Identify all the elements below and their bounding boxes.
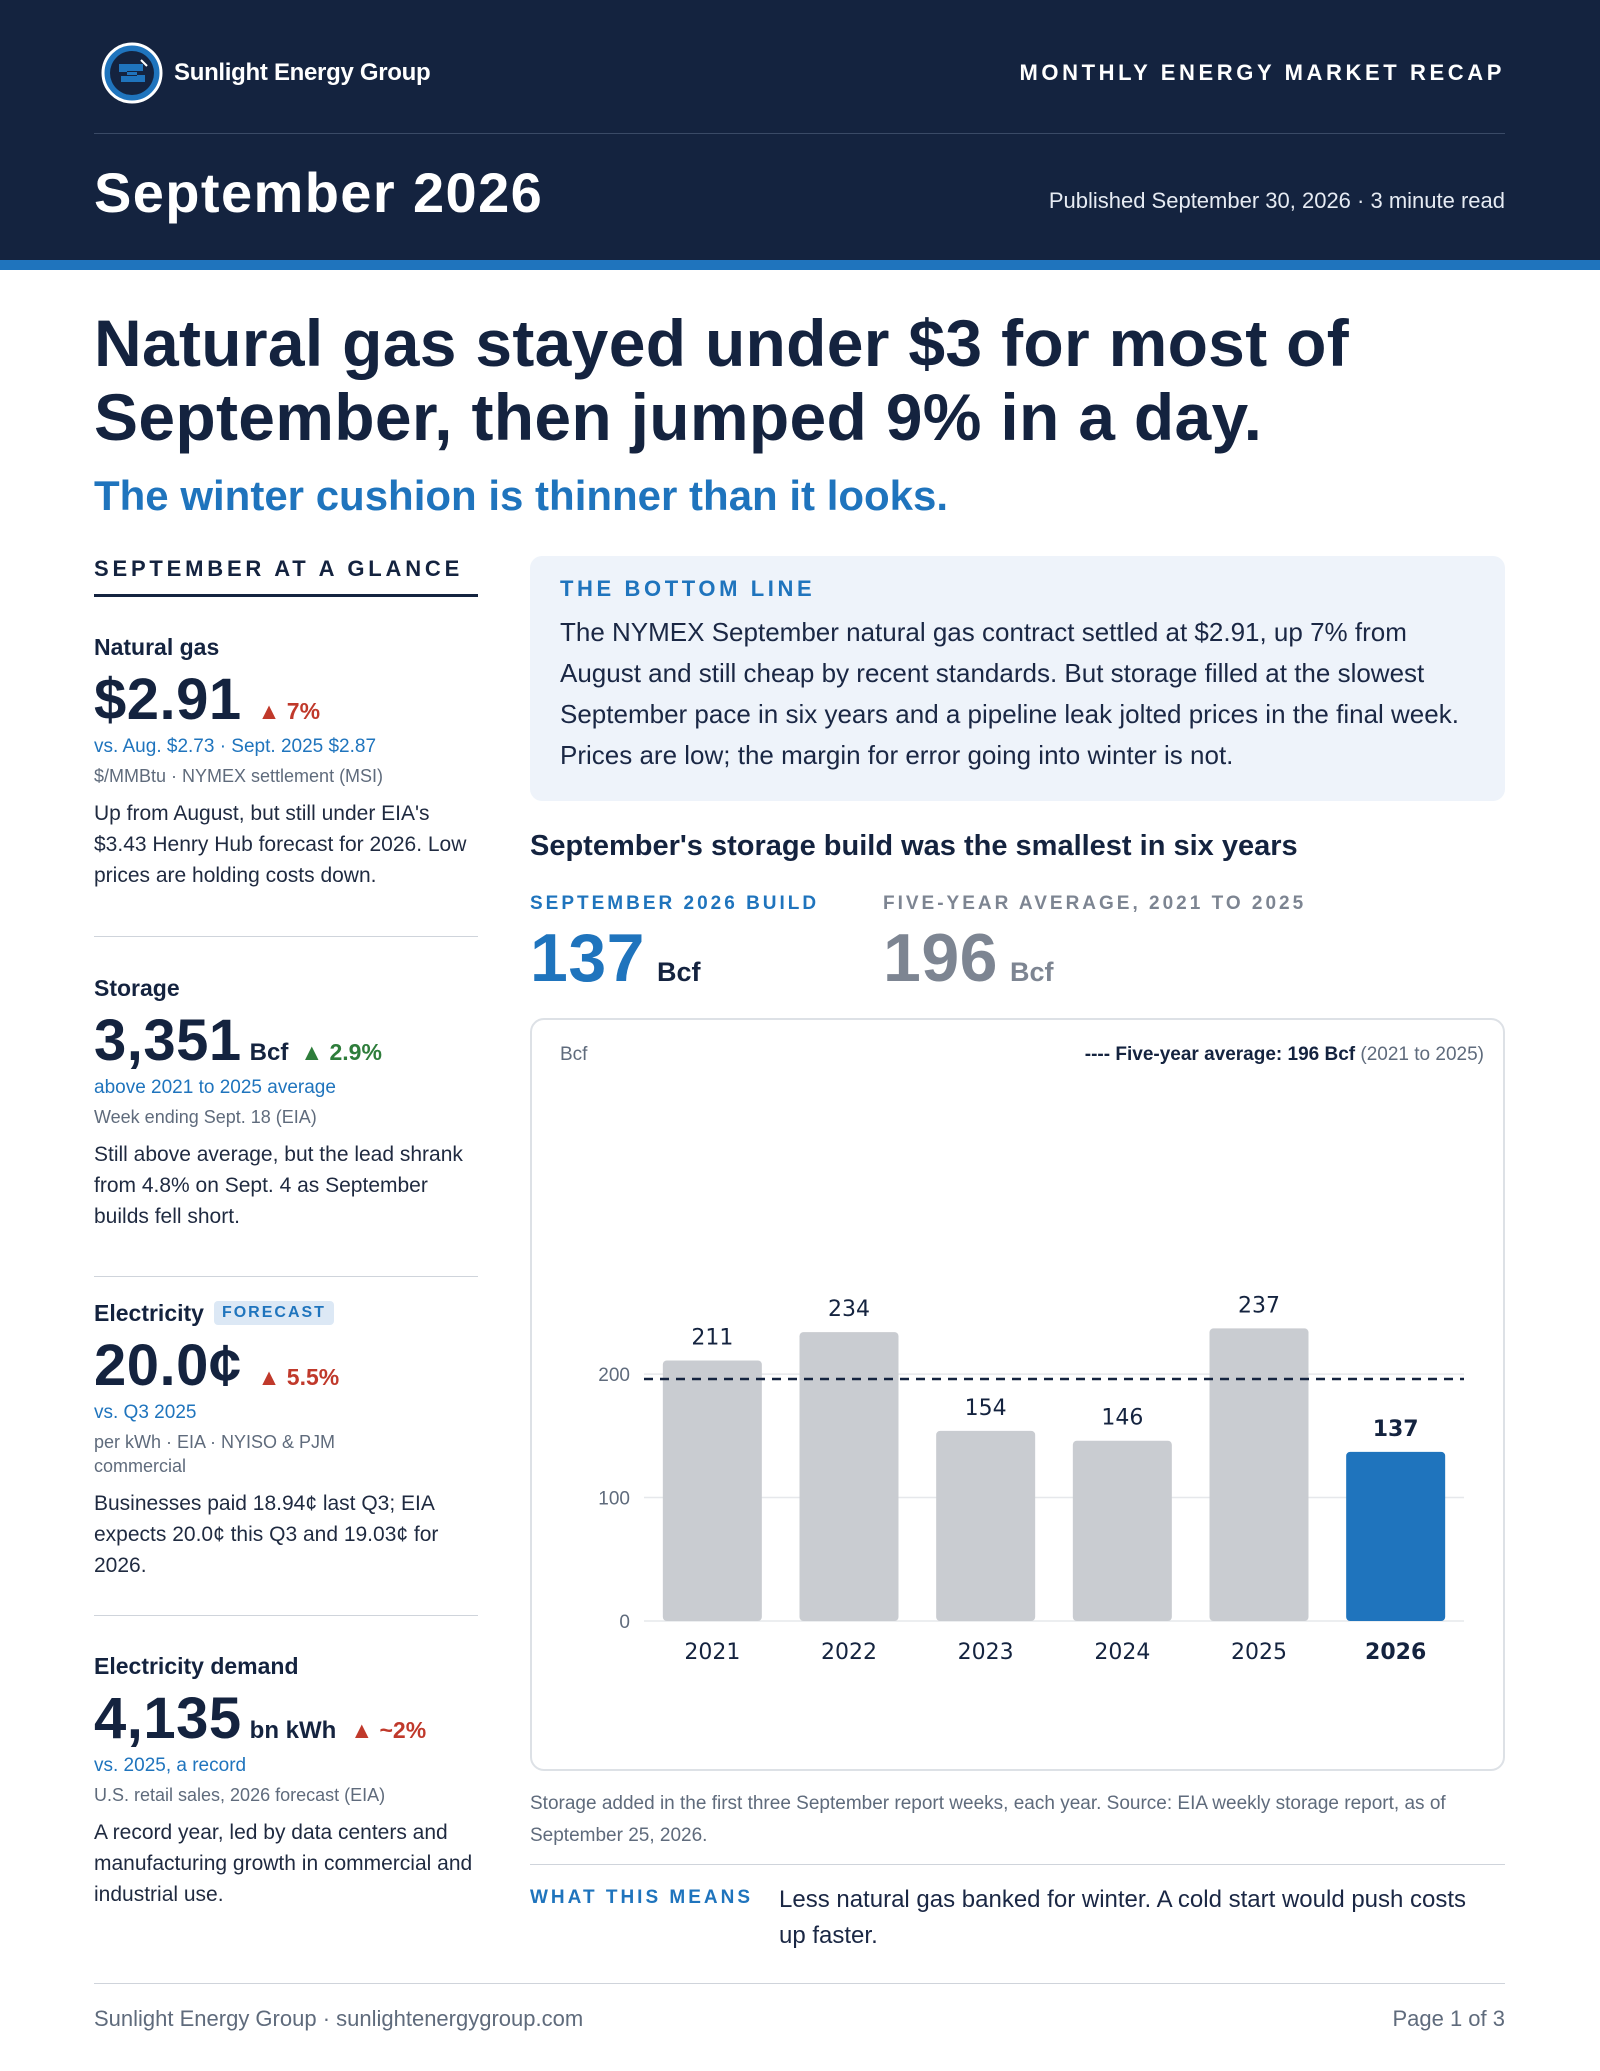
metric-label: Electricity (94, 1299, 204, 1326)
footer-site[interactable]: Sunlight Energy Group · sunlightenergygr… (94, 2006, 584, 2031)
data-label-2021: 211 (691, 1325, 733, 1350)
brand-logo-icon (101, 42, 163, 104)
page-headline: Natural gas stayed under $3 for most of … (94, 306, 1350, 454)
report-kicker: MONTHLY ENERGY MARKET RECAP (1019, 60, 1505, 85)
metric-label: Natural gas (94, 633, 220, 660)
bar-2021 (662, 1360, 762, 1621)
bar-2023 (936, 1430, 1036, 1621)
bar-2022 (799, 1332, 899, 1621)
bottom-line-title: THE BOTTOM LINE (560, 576, 816, 601)
reference-legend: ---- Five-year average: 196 Bcf (2021 to… (1085, 1044, 1484, 1065)
storage-bar-chart: Bcf 0 100 200 211 2021 234 2022 154 2023 146 2024 23… (560, 1044, 1484, 1665)
means-label: WHAT THIS MEANS (530, 1887, 754, 1908)
bar-2025 (1209, 1328, 1309, 1621)
metric-value: 4,135 (94, 1686, 242, 1751)
metric-unit: Bcf (249, 1039, 289, 1066)
metric-divider (94, 936, 478, 937)
x-tick-label-2024: 2024 (1094, 1640, 1150, 1665)
x-tick-label-2026: 2026 (1365, 1640, 1426, 1665)
metric-source: U.S. retail sales, 2026 forecast (EIA) (94, 1785, 386, 1805)
metric-change: ▲ 2.9% (300, 1039, 382, 1065)
x-tick-label-2021: 2021 (684, 1640, 740, 1665)
stat-current-build: SEPTEMBER 2026 BUILD 137 Bcf (530, 893, 819, 997)
brand-name: Sunlight Energy Group (174, 59, 431, 86)
y-axis-label: Bcf (560, 1044, 588, 1065)
metric-change: ▲ 5.5% (257, 1364, 340, 1390)
stat-unit: Bcf (656, 957, 701, 987)
data-label-2024: 146 (1101, 1406, 1143, 1431)
metric-compare: above 2021 to 2025 average (94, 1077, 336, 1098)
data-label-2023: 154 (965, 1396, 1007, 1421)
metric-electricity-demand: Electricity demand 4,135 bn kWh ▲ ~2% vs… (94, 1651, 478, 1910)
storage-chart-card: Bcf 0 100 200 211 2021 234 2022 154 2023 146 2024 23… (530, 1018, 1505, 1771)
data-label-2025: 237 (1238, 1293, 1280, 1318)
metric-note: Still above average, but the lead shrank… (94, 1143, 463, 1228)
x-tick-label-2025: 2025 (1231, 1640, 1287, 1665)
metric-source: per kWh · EIA · NYISO & PJM commercial (94, 1432, 336, 1476)
metric-value: $2.91 (94, 667, 242, 732)
y-tick-label: 200 (598, 1365, 630, 1386)
y-tick-label: 0 (619, 1612, 630, 1633)
header-divider (94, 133, 1505, 134)
metric-note: A record year, led by data centers and m… (94, 1821, 473, 1906)
metric-divider (94, 1276, 478, 1277)
metric-label: Storage (94, 974, 180, 1001)
glance-title: SEPTEMBER AT A GLANCE (94, 556, 464, 581)
metric-change: ▲ ~2% (350, 1717, 427, 1743)
metric-source: Week ending Sept. 18 (EIA) (94, 1107, 317, 1127)
metric-storage: Storage 3,351 Bcf ▲ 2.9% above 2021 to 2… (94, 973, 478, 1232)
metric-label-row: Electricity FORECAST (94, 1298, 478, 1328)
metric-source: $/MMBtu · NYMEX settlement (MSI) (94, 766, 384, 786)
metric-change: ▲ 7% (257, 698, 321, 724)
page-number: Page 1 of 3 (1392, 2006, 1505, 2031)
metric-divider (94, 1615, 478, 1616)
data-label-2026: 137 (1373, 1417, 1419, 1442)
chart-title: September's storage build was the smalle… (530, 830, 1298, 862)
issue-title: September 2026 (94, 161, 544, 224)
published-date: Published September 30, 2026 · 3 minute … (1048, 188, 1505, 213)
metric-natural-gas: Natural gas $2.91 ▲ 7% vs. Aug. $2.73 · … (94, 632, 478, 891)
metric-compare: vs. Aug. $2.73 · Sept. 2025 $2.87 (94, 736, 377, 757)
stat-value: 196 (883, 920, 998, 996)
brand[interactable]: Sunlight Energy Group (101, 42, 431, 104)
y-tick-label: 100 (598, 1489, 630, 1510)
bar-2024 (1072, 1440, 1172, 1621)
data-label-2022: 234 (828, 1297, 870, 1322)
stat-label: FIVE-YEAR AVERAGE, 2021 TO 2025 (883, 893, 1307, 914)
stat-label: SEPTEMBER 2026 BUILD (530, 893, 820, 914)
glance-divider (94, 594, 478, 597)
metric-value: 20.0¢ (94, 1333, 242, 1398)
bottom-line-box: THE BOTTOM LINE The NYMEX September natu… (530, 556, 1505, 801)
metric-note: Businesses paid 18.94¢ last Q3; EIA expe… (94, 1492, 439, 1577)
report-header (0, 0, 1600, 260)
x-tick-label-2022: 2022 (821, 1640, 877, 1665)
metric-value: 3,351 (94, 1008, 242, 1073)
metric-label: Electricity demand (94, 1652, 299, 1679)
header-accent-stripe (0, 260, 1600, 270)
metric-note: Up from August, but still under EIA's $3… (94, 802, 467, 887)
metric-unit: bn kWh (249, 1717, 337, 1744)
x-tick-label-2023: 2023 (958, 1640, 1014, 1665)
metric-compare: vs. 2025, a record (94, 1755, 247, 1776)
metric-electricity: Electricity FORECAST 20.0¢ ▲ 5.5% vs. Q3… (94, 1298, 478, 1581)
metric-compare: vs. Q3 2025 (94, 1402, 197, 1423)
bottom-line-text: The NYMEX September natural gas contract… (560, 617, 1459, 770)
means-text: Less natural gas banked for winter. A co… (779, 1886, 1467, 1949)
stat-five-year-average: FIVE-YEAR AVERAGE, 2021 TO 2025 196 Bcf (883, 893, 1306, 997)
bar-2026 (1346, 1451, 1446, 1621)
chart-caption: Storage added in the first three Septemb… (530, 1793, 1446, 1846)
means-divider (530, 1864, 1505, 1865)
stat-unit: Bcf (1009, 957, 1054, 987)
stat-value: 137 (530, 920, 645, 996)
page-subheadline: The winter cushion is thinner than it lo… (94, 472, 949, 519)
footer-divider (94, 1983, 1505, 1984)
forecast-badge: FORECAST (213, 1301, 334, 1325)
